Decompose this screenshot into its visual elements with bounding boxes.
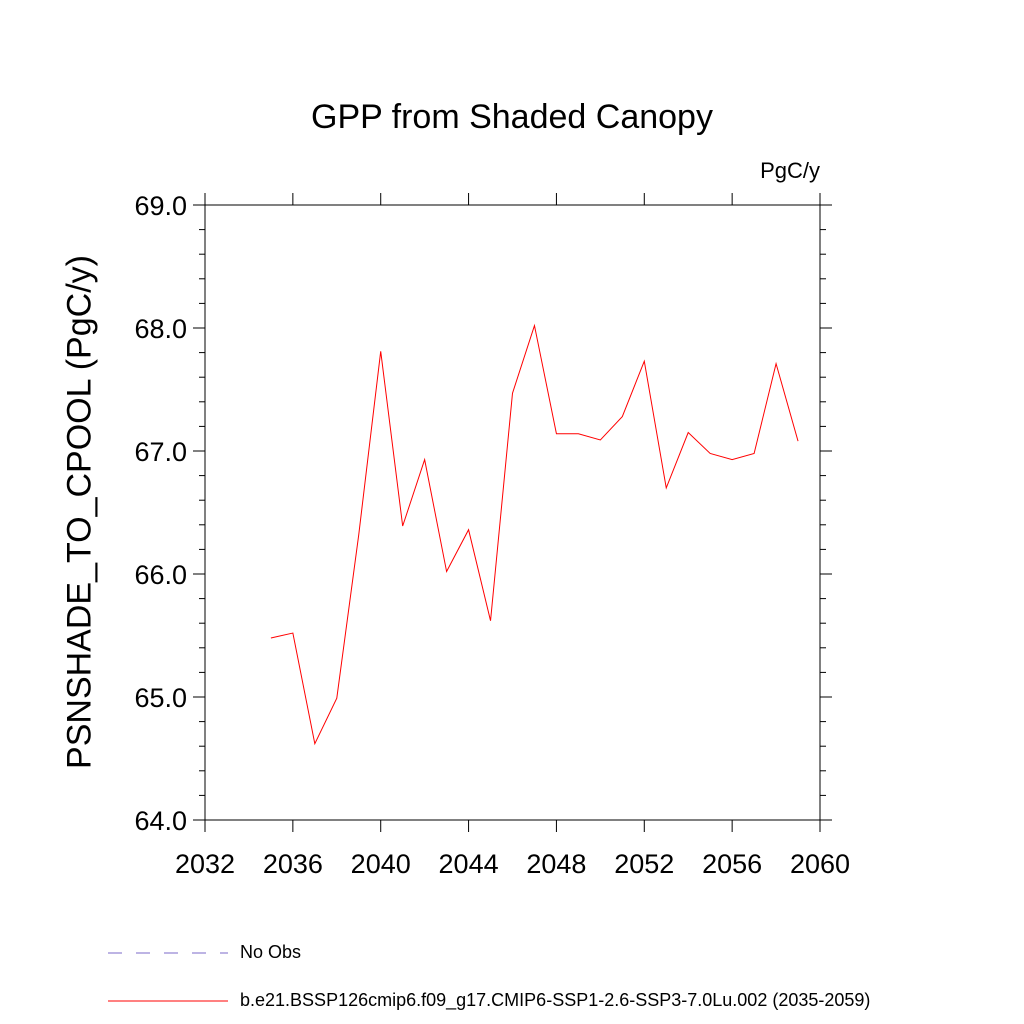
plot-frame [204,204,821,821]
x-tick-label: 2048 [526,849,586,879]
x-tick-label: 2036 [263,849,323,879]
x-tick-label: 2032 [175,849,235,879]
y-tick-label: 69.0 [134,191,187,221]
x-tick-label: 2044 [439,849,499,879]
y-tick-label: 65.0 [134,683,187,713]
x-tick-label: 2052 [614,849,674,879]
chart-title: GPP from Shaded Canopy [311,98,713,136]
x-tick-label: 2056 [702,849,762,879]
y-tick-label: 64.0 [134,806,187,836]
y-tick-label: 67.0 [134,437,187,467]
series-line [270,323,799,746]
y-tick-label: 66.0 [134,560,187,590]
x-tick-label: 2060 [790,849,850,879]
x-tick-label: 2040 [351,849,411,879]
units-label: PgC/y [760,158,820,183]
y-tick-label: 68.0 [134,314,187,344]
